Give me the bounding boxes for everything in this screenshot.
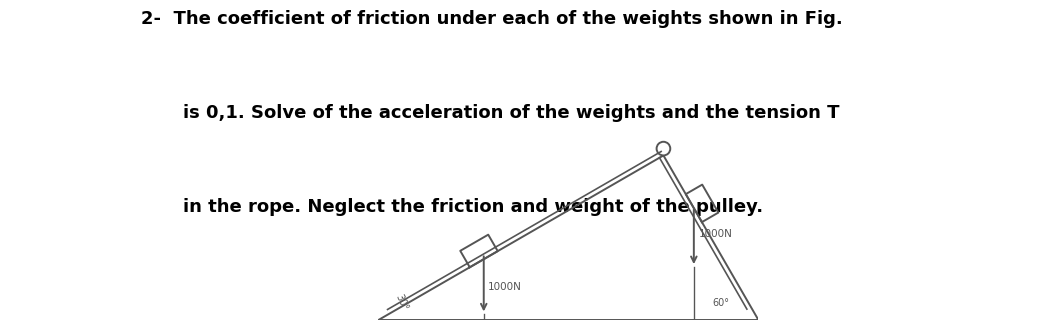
Text: 60°: 60° bbox=[712, 298, 729, 308]
Text: 1000N: 1000N bbox=[488, 282, 523, 292]
Text: is 0,1. Solve of the acceleration of the weights and the tension T: is 0,1. Solve of the acceleration of the… bbox=[183, 104, 839, 122]
Text: 1000N: 1000N bbox=[699, 228, 732, 239]
Text: 2-  The coefficient of friction under each of the weights shown in Fig.: 2- The coefficient of friction under eac… bbox=[141, 10, 843, 28]
Text: 30°: 30° bbox=[393, 293, 409, 313]
Text: in the rope. Neglect the friction and weight of the pulley.: in the rope. Neglect the friction and we… bbox=[183, 198, 762, 216]
